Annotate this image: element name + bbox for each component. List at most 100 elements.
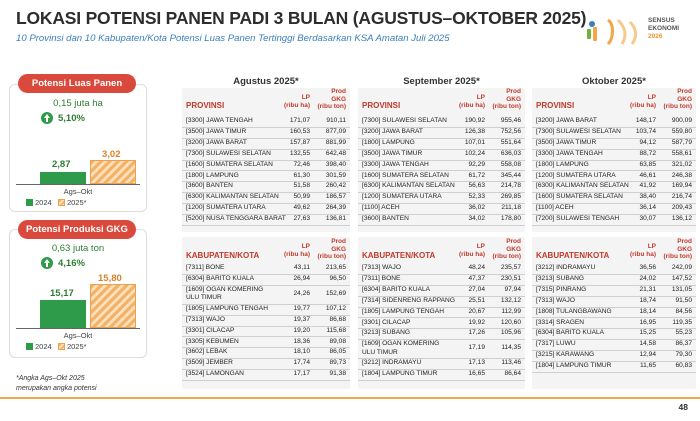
row-prod: 551,64 [500,138,521,146]
row-lp: 20,67 [468,307,485,315]
row-name: [6304] BARITO KUALA [186,274,255,282]
row-lp: 15,25 [639,329,656,337]
row-lp: 52,33 [468,193,485,201]
kabupaten-header: KABUPATEN/KOTA [536,251,610,260]
row-prod: 113,46 [501,359,521,367]
row-prod: 97,94 [504,285,521,293]
row-name: [3509] JEMBER [186,359,233,367]
row-name: [3305] KEBUMEN [186,337,239,345]
row-prod: 86,05 [329,348,346,356]
row-prod: 55,23 [675,329,692,337]
row-prod: 246,38 [671,171,692,179]
table-row: [3300] JAWA TENGAH 88,72 558,61 [532,150,696,161]
table-row: [3200] JAWA BARAT 126,38 752,56 [358,128,525,139]
prod-header: Prod GKG (ribu ton) [663,238,692,260]
luas-panen-change: 0,15 juta ha [53,98,103,109]
row-prod: 86,64 [504,370,521,378]
row-name: [6300] KALIMANTAN SELATAN [186,193,279,201]
row-lp: 132,55 [289,149,310,157]
kabupaten-table [532,237,696,389]
table-row: [3301] CILACAP 19,20 115,68 [182,327,350,338]
row-name: [3300] JAWA TENGAH [362,160,429,168]
table-row: [6304] BARITO KUALA 26,94 96,50 [182,275,350,286]
row-name: [1804] LAMPUNG TIMUR [536,362,612,370]
row-name: [1800] LAMPUNG [536,160,589,168]
table-row: [7313] WAJO 19,37 86,68 [182,316,350,327]
row-prod: 558,08 [500,160,521,168]
row-name: [7311] BONE [362,274,401,282]
row-lp: 56,63 [468,182,485,190]
row-lp: 126,38 [464,127,485,135]
row-lp: 11,65 [639,362,656,370]
produksi-change: 0,63 juta ton [51,243,105,254]
row-lp: 24,26 [293,289,310,297]
table-row: [1600] SUMATERA SELATAN 38,40 216,74 [532,193,696,205]
lp-header: LP (ribu ha) [459,94,485,109]
row-lp: 14,58 [639,340,656,348]
row-name: [7313] WAJO [186,315,225,323]
row-name: [3200] JAWA BARAT [362,127,423,135]
table-row: [1609] OGAN KOMERING ULU TIMUR 24,26 152,6… [182,286,350,305]
table-row: [3200] JAWA BARAT 157,87 881,99 [182,139,350,150]
row-lp: 12,94 [639,351,656,359]
lp-header: LP (ribu ha) [284,243,310,258]
row-lp: 19,37 [293,315,310,323]
table-row: [3212] INDRAMAYU 36,56 242,09 [532,264,696,275]
row-name: [3215] KARAWANG [536,351,595,359]
row-lp: 51,58 [293,182,310,190]
row-name: [3300] JAWA TENGAH [536,149,603,157]
row-lp: 27,63 [293,215,310,223]
table-row: [6300] KALIMANTAN SELATAN 50,99 186,57 [182,193,350,205]
row-name: [7300] SULAWESI SELATAN [362,117,447,124]
row-prod: 559,80 [671,127,692,135]
row-prod: 235,57 [500,264,521,271]
row-prod: 152,69 [325,289,346,297]
table-row: [1805] LAMPUNG TENGAH 20,67 112,99 [358,308,525,319]
row-prod: 115,68 [326,326,346,334]
row-prod: 214,78 [500,182,521,190]
bar-2025-value: 3,02 [102,149,121,160]
legend: 2024 2025* [26,342,87,351]
bottom-divider [0,397,700,399]
table-row: [3602] LEBAK 18,10 86,05 [182,348,350,360]
row-name: [7313] WAJO [362,264,401,271]
kabupaten-table [358,237,525,389]
row-lp: 26,94 [293,274,310,282]
row-name: [3212] INDRAMAYU [536,264,596,271]
row-lp: 18,74 [639,296,656,304]
table-row: [7300] SULAWESI SELATAN 190,92 955,46 [358,117,525,128]
lp-header: LP (ribu ha) [630,94,656,109]
row-name: [3213] SUBANG [362,329,411,337]
row-lp: 24,02 [639,274,656,282]
provinsi-header: PROVINSI [362,101,401,110]
row-lp: 41,92 [639,182,656,190]
table-row: [1609] OGAN KOMERING ULU TIMUR 17,19 114,3… [358,340,525,360]
row-name: [3524] LAMONGAN [186,370,244,378]
row-prod: 105,96 [500,329,521,337]
table-row: [6304] BARITO KUALA 15,25 55,23 [532,329,696,341]
footnote: *Angka Ags–Okt 2025 merupakan angka pote… [16,375,97,392]
row-lp: 50,99 [293,193,310,201]
row-prod: 211,18 [501,204,521,212]
row-prod: 60,83 [675,362,692,370]
row-prod: 136,12 [671,215,692,223]
table-row: [7314] SIDENRENG RAPPANG 25,51 132,12 [358,297,525,308]
row-name: [3300] JAWA TENGAH [186,117,253,124]
row-lp: 25,51 [468,296,485,304]
legend: 2024 2025* [26,198,87,207]
arrow-up-icon [41,257,53,269]
row-lp: 148,17 [635,117,656,124]
row-prod: 398,40 [325,160,346,168]
row-name: [1808] TULANGBAWANG [536,307,612,315]
row-name: [3600] BANTEN [186,182,233,190]
month-title: Oktober 2025* [582,76,646,87]
row-name: [3212] INDRAMAYU [362,359,422,367]
legend-swatch-2025 [57,199,65,206]
row-lp: 34,02 [468,215,485,223]
table-row: [1100] ACEH 36,14 209,43 [532,204,696,216]
table-row: [3215] KARAWANG 12,94 79,30 [532,351,696,363]
table-row: [7313] WAJO 18,74 91,50 [532,297,696,308]
table-row: [7300] SULAWESI SELATAN 103,74 559,80 [532,128,696,139]
row-lp: 17,74 [293,359,310,367]
page-title: LOKASI POTENSI PANEN PADI 3 BULAN (AGUST… [16,8,587,28]
